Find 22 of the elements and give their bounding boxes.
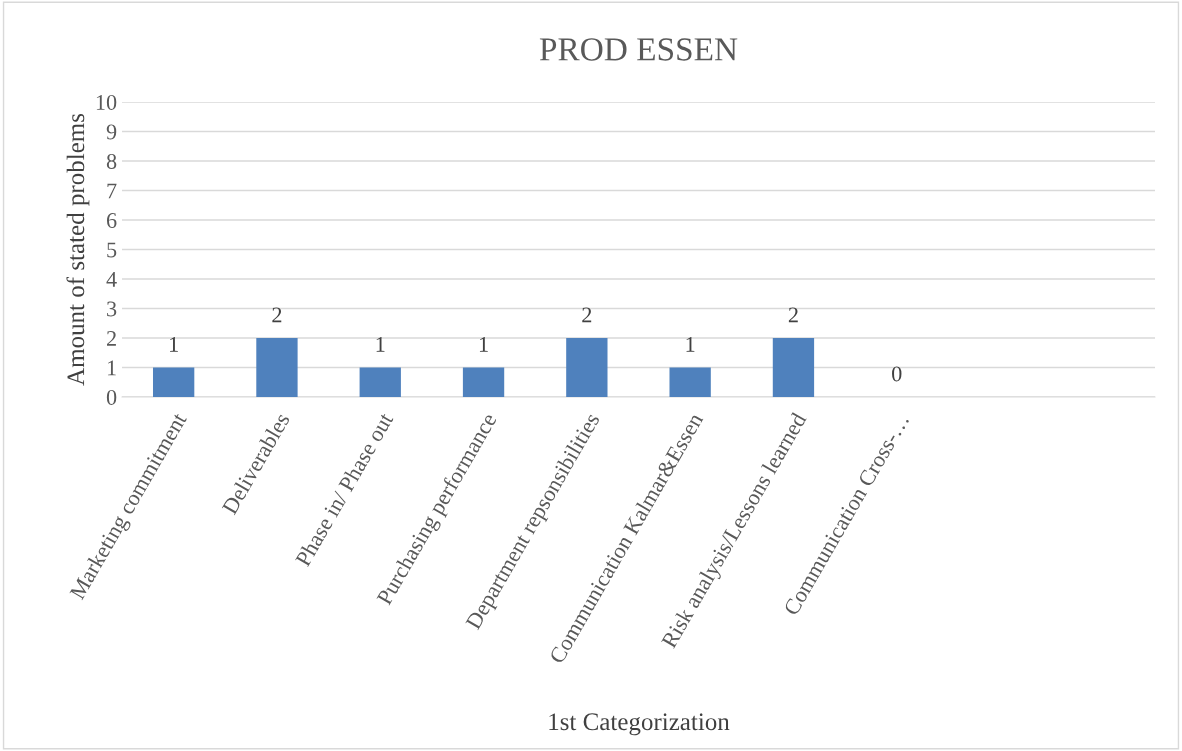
data-label: 1: [686, 336, 695, 352]
data-label: 2: [582, 307, 592, 323]
y-tick-label: 9: [106, 124, 117, 140]
y-tick-label: 6: [106, 212, 117, 228]
y-tick-label: 10: [96, 94, 117, 110]
y-tick-label: 5: [107, 242, 117, 258]
y-tick-label: 7: [107, 183, 117, 199]
y-tick-label: 0: [106, 389, 117, 405]
data-label: 2: [272, 307, 282, 323]
y-tick-label: 4: [106, 272, 117, 287]
data-label: 1: [376, 336, 385, 352]
x-axis-title: 1st Categorization: [549, 713, 730, 736]
y-tick-label: 8: [106, 153, 117, 169]
data-label: 1: [170, 336, 178, 352]
chart-title: PROD ESSEN: [539, 38, 738, 61]
y-tick-label: 2: [107, 330, 116, 346]
data-label: 0: [892, 366, 902, 382]
y-tick-label: 1: [107, 360, 116, 376]
y-tick-label: 3: [107, 301, 117, 317]
data-label: 2: [788, 307, 798, 323]
y-axis-title: Amount of stated problems: [66, 113, 90, 386]
data-label: 1: [479, 336, 488, 352]
